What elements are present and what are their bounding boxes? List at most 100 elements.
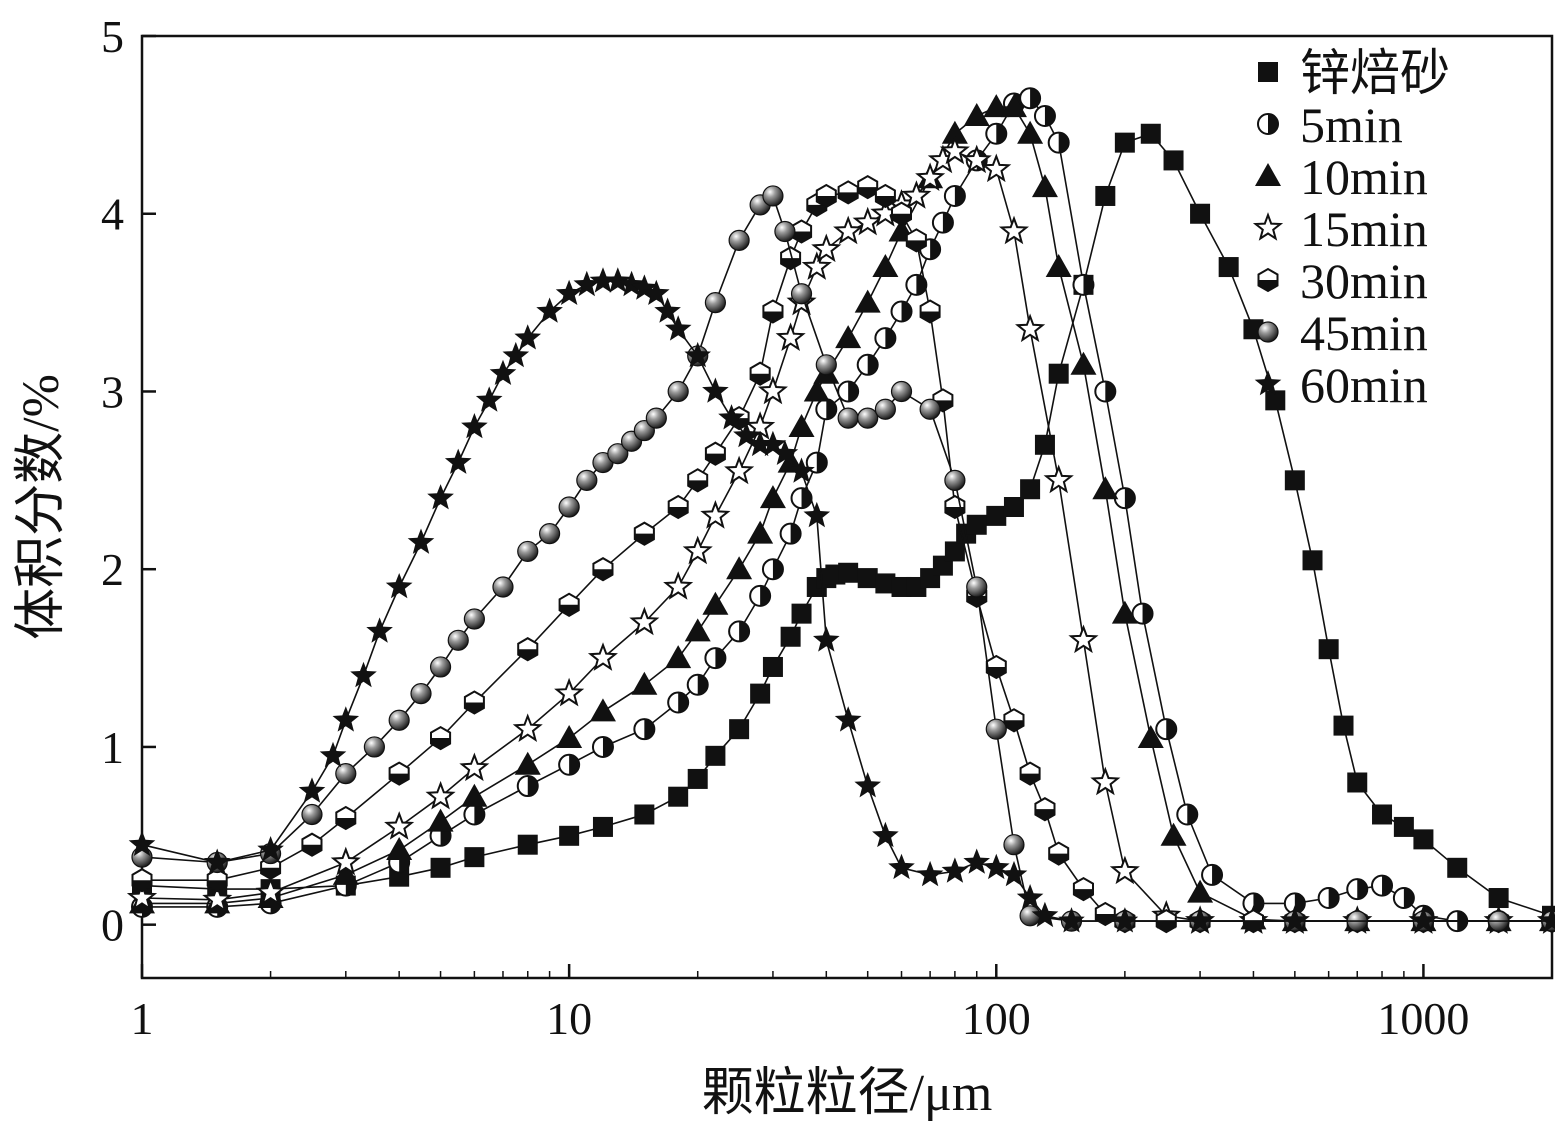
data-point [385,573,413,599]
data-point [607,443,629,465]
data-point [447,629,469,651]
data-point [536,297,563,323]
data-point [1072,876,1094,902]
data-point [1372,804,1393,825]
data-point [1538,907,1555,933]
data-point [576,469,598,491]
data-point [700,500,731,529]
data-point [774,220,796,243]
data-point [1190,203,1211,224]
data-point [298,777,326,803]
data-point [1413,829,1434,850]
data-point [633,521,655,546]
data-point [559,825,580,846]
data-point [668,786,689,807]
data-point [516,775,539,798]
data-point [985,122,1008,145]
data-point [558,592,580,617]
data-point [1346,878,1369,901]
data-point [629,606,660,636]
data-point [489,359,517,385]
data-point [872,254,899,278]
data-point [931,211,954,234]
data-point [835,325,862,349]
x-tick-label: 1000 [1377,993,1469,1044]
data-point [126,882,158,911]
data-point [643,279,670,305]
series-layer [126,87,1555,934]
data-point [780,626,801,647]
data-point [749,361,771,386]
y-axis-title: 体积分数/% [13,374,70,640]
data-point [919,299,941,324]
data-point [128,830,156,856]
data-point [1090,766,1121,796]
data-point [1140,123,1161,144]
data-point [618,270,645,297]
data-point [1033,104,1056,127]
data-point [1218,257,1239,278]
data-point [905,273,928,296]
data-point [667,691,690,714]
legend-label: 30min [1300,253,1428,309]
data-point [388,761,410,786]
data-point [1392,887,1415,910]
data-point [1114,132,1135,153]
data-point [779,522,802,545]
legend-label: 45min [1300,305,1428,361]
series-0 [132,123,1555,926]
data-point [257,836,284,862]
data-point [301,832,323,857]
data-point [1094,380,1117,403]
data-point [206,868,228,893]
data-point [301,803,323,826]
data-point [901,180,932,209]
data-point [941,857,969,883]
data-point [538,523,561,545]
data-point [728,620,751,643]
data-point [492,576,514,598]
data-point [335,805,357,831]
data-point [1131,602,1154,625]
data-point [604,267,632,293]
data-point [1347,772,1368,793]
data-point [757,375,788,405]
data-point [664,315,692,341]
data-point [874,183,896,209]
data-point [429,656,452,678]
data-point [704,292,727,314]
data-point [747,520,774,544]
series-6 [128,267,1555,933]
legend-marker [1257,267,1279,293]
x-tick-label: 1 [131,993,154,1044]
data-point [750,683,771,704]
data-point [1003,834,1025,856]
data-point [775,322,806,351]
data-point [837,380,860,403]
legend-marker [1257,321,1279,343]
data-point [857,407,879,429]
data-point [517,834,538,855]
data-point [558,753,581,776]
data-point [838,562,859,583]
data-point [386,837,413,861]
data-point [1031,901,1059,928]
data-point [791,603,812,624]
data-point [815,183,837,209]
data-point [749,584,772,607]
data-point [1109,855,1140,885]
data-point [517,540,539,563]
data-point [350,661,377,688]
data-point [705,745,726,766]
data-point [1034,434,1055,455]
data-point [1003,497,1024,517]
data-point [724,455,755,485]
data-point [854,772,881,798]
data-point [1048,841,1070,866]
data-point [803,501,831,528]
data-point [944,494,966,520]
data-point [1302,550,1323,571]
data-point [363,736,385,758]
data-point [332,861,359,885]
data-point [941,120,968,144]
